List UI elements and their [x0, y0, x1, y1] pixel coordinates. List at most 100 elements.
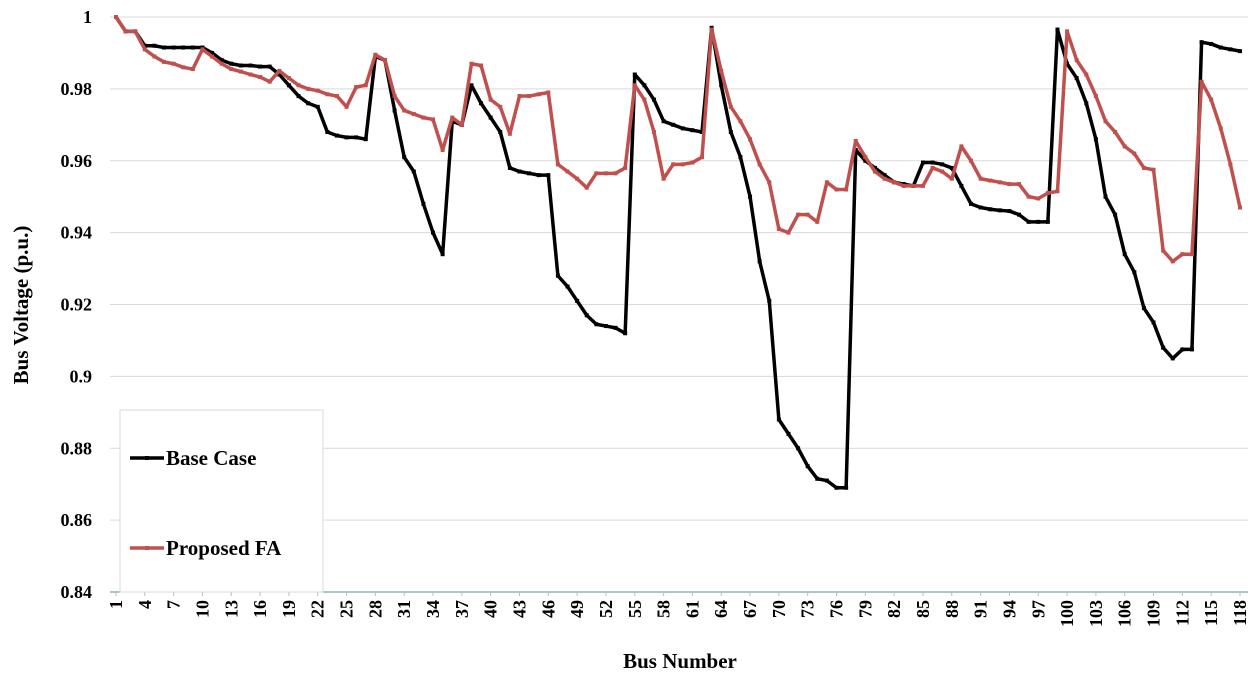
point-marker: [767, 298, 772, 303]
point-marker: [354, 85, 359, 90]
point-marker: [363, 137, 368, 142]
point-marker: [306, 101, 311, 106]
x-axis-title: Bus Number: [623, 649, 737, 673]
point-marker: [219, 61, 224, 66]
point-marker: [1161, 248, 1166, 253]
point-marker: [786, 230, 791, 235]
point-marker: [238, 69, 243, 74]
point-marker: [181, 45, 186, 50]
x-tick-label: 97: [1028, 600, 1048, 618]
point-marker: [190, 67, 195, 72]
point-marker: [1017, 182, 1022, 187]
point-marker: [651, 97, 656, 102]
point-marker: [584, 313, 589, 318]
point-marker: [690, 160, 695, 165]
point-marker: [411, 169, 416, 174]
point-marker: [805, 464, 810, 469]
x-tick-label: 52: [596, 600, 616, 618]
x-tick-label: 4: [135, 600, 155, 609]
point-marker: [700, 130, 705, 134]
point-marker: [930, 165, 935, 170]
point-marker: [1074, 76, 1079, 81]
point-marker: [200, 47, 205, 52]
point-marker: [171, 45, 176, 50]
x-tick-label: 88: [942, 600, 962, 618]
point-marker: [286, 83, 291, 88]
x-tick-label: 73: [798, 600, 818, 618]
point-marker: [344, 104, 349, 109]
point-marker: [786, 431, 791, 436]
point-marker: [306, 86, 311, 91]
x-tick-label: 82: [884, 600, 904, 618]
point-marker: [1151, 320, 1156, 325]
point-marker: [651, 130, 656, 134]
point-marker: [1065, 61, 1070, 66]
point-marker: [575, 298, 580, 303]
x-tick-label: 19: [279, 600, 299, 618]
point-marker: [776, 227, 781, 232]
point-marker: [536, 92, 541, 97]
point-marker: [1055, 27, 1060, 32]
point-marker: [911, 183, 916, 188]
point-marker: [267, 64, 272, 69]
point-marker: [171, 61, 176, 66]
x-tick-label: 49: [567, 600, 587, 618]
point-marker: [565, 284, 570, 289]
point-marker: [517, 169, 522, 174]
point-marker: [959, 183, 964, 188]
x-tick-label: 25: [337, 600, 357, 618]
point-marker: [642, 97, 647, 102]
point-marker: [872, 169, 877, 174]
point-marker: [421, 115, 426, 120]
point-marker: [296, 83, 301, 88]
point-marker: [411, 112, 416, 117]
point-marker: [757, 162, 762, 167]
point-marker: [834, 485, 839, 490]
point-marker: [969, 158, 974, 163]
y-tick-label: 0.96: [61, 151, 93, 171]
point-marker: [1170, 356, 1175, 361]
point-marker: [882, 176, 887, 181]
point-marker: [210, 50, 215, 55]
legend-label: Base Case: [166, 446, 256, 470]
point-marker: [334, 94, 339, 99]
point-marker: [1045, 219, 1050, 224]
point-marker: [190, 45, 195, 50]
point-marker: [1122, 252, 1127, 257]
point-marker: [988, 178, 993, 183]
point-marker: [325, 130, 330, 134]
point-marker: [1017, 212, 1022, 217]
x-tick-label: 7: [164, 600, 184, 609]
point-marker: [382, 58, 387, 63]
point-marker: [872, 165, 877, 170]
point-marker: [901, 183, 906, 188]
point-marker: [469, 83, 474, 88]
x-tick-label: 109: [1144, 600, 1164, 627]
point-marker: [488, 115, 493, 120]
x-tick-label: 22: [308, 600, 328, 618]
point-marker: [546, 173, 551, 178]
point-marker: [277, 68, 282, 73]
y-tick-label: 0.9: [70, 366, 93, 386]
point-marker: [1036, 219, 1041, 224]
point-marker: [421, 201, 426, 206]
point-marker: [392, 108, 397, 113]
point-marker: [162, 59, 167, 64]
x-tick-label: 100: [1057, 600, 1077, 627]
point-marker: [1103, 119, 1108, 124]
point-marker: [1113, 130, 1118, 134]
legend-box: [119, 409, 324, 593]
point-marker: [114, 15, 118, 19]
point-marker: [632, 72, 637, 77]
point-marker: [431, 230, 436, 235]
point-marker: [748, 194, 753, 199]
point-marker: [1113, 212, 1118, 217]
point-marker: [488, 97, 493, 102]
point-marker: [459, 122, 464, 127]
point-marker: [603, 171, 608, 176]
point-marker: [1199, 79, 1204, 84]
point-marker: [613, 171, 618, 176]
x-tick-label: 91: [971, 600, 991, 618]
point-marker: [258, 64, 263, 69]
point-marker: [661, 176, 666, 181]
